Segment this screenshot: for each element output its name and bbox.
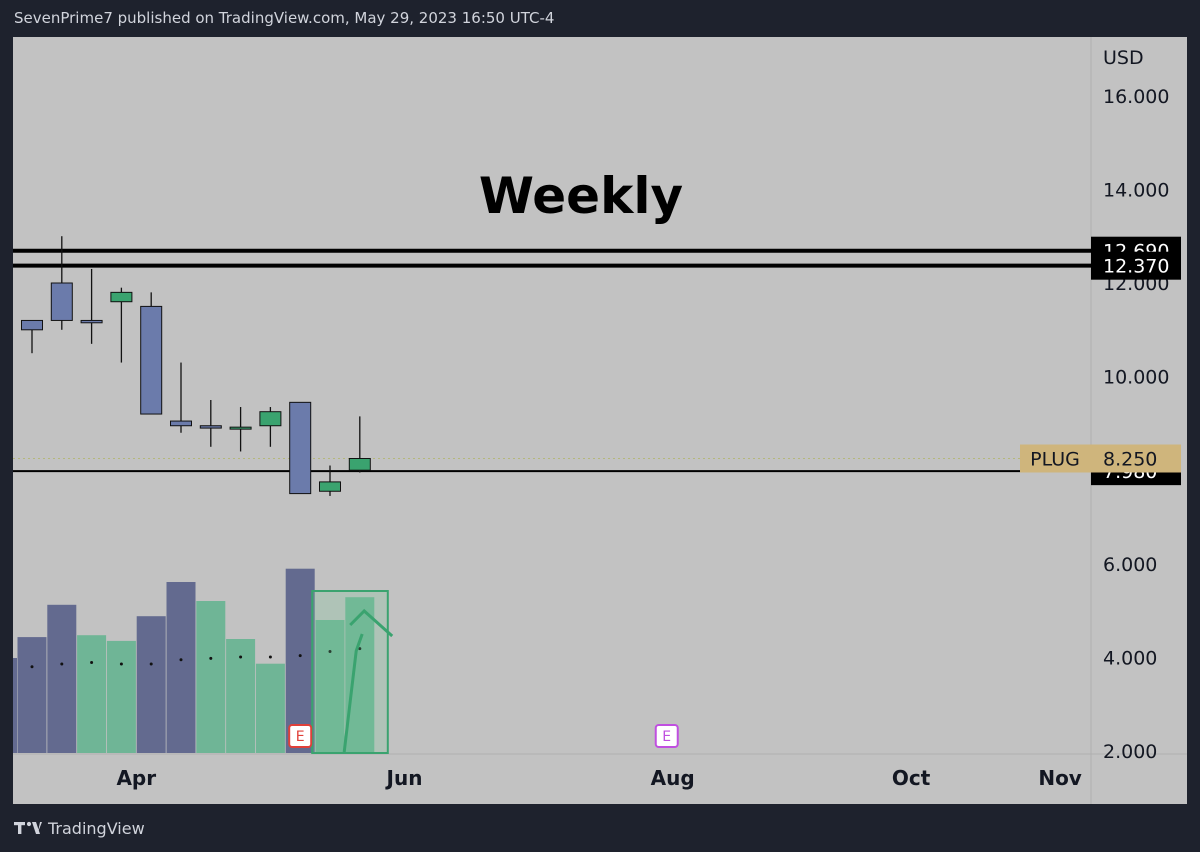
chart-svg[interactable]: E EWeeklyUSD2.0004.0006.00010.00012.00014… <box>13 37 1187 804</box>
y-tick-label: 4.000 <box>1103 647 1157 669</box>
y-tick-label: 6.000 <box>1103 554 1157 576</box>
candle-body <box>229 426 252 430</box>
volume-bar <box>166 582 196 753</box>
tradingview-logo-icon <box>14 821 42 834</box>
candle-body <box>140 305 163 415</box>
footer-brand[interactable]: TradingView <box>14 816 145 840</box>
volume-bar <box>136 616 166 753</box>
volume-ma-dot <box>268 655 272 659</box>
last-price-label: 8.250 <box>1103 449 1157 471</box>
volume-bar <box>13 658 17 753</box>
candle-body <box>50 282 73 321</box>
y-tick-label: 10.000 <box>1103 367 1169 389</box>
candle-body <box>259 411 282 427</box>
volume-ma-dot <box>179 658 183 662</box>
publisher-line: SevenPrime7 published on TradingView.com… <box>14 9 555 27</box>
earnings-marker-label: E <box>662 729 671 745</box>
volume-ma-dot <box>90 661 94 665</box>
y-tick-label: 16.000 <box>1103 86 1169 108</box>
volume-ma-dot <box>358 647 362 651</box>
footer-brand-label: TradingView <box>48 818 145 838</box>
volume-bar <box>255 663 285 753</box>
trend-arrow <box>342 633 364 753</box>
symbol-badge <box>1020 444 1091 473</box>
volume-ma-dot <box>60 662 64 666</box>
volume-bar <box>17 637 47 753</box>
volume-ma-dot <box>30 665 34 669</box>
candle-body <box>289 401 312 495</box>
y-tick-label: 2.000 <box>1103 741 1157 763</box>
currency-label: USD <box>1103 47 1144 69</box>
volume-bar <box>285 568 315 753</box>
chart-title: Weekly <box>479 167 683 225</box>
volume-ma-dot <box>328 649 332 653</box>
y-tick-label: 14.000 <box>1103 179 1169 201</box>
x-tick-label: Aug <box>651 766 695 790</box>
volume-ma-dot <box>239 655 243 659</box>
earnings-marker-label: E <box>296 729 305 745</box>
candle-body <box>21 319 43 331</box>
volume-ma-dot <box>298 654 302 658</box>
x-tick-label: Nov <box>1038 766 1082 790</box>
last-price-badge <box>1091 444 1181 473</box>
volume-bar <box>47 604 77 753</box>
candle-body <box>348 458 371 471</box>
highlight-box <box>311 590 389 754</box>
candle-body <box>110 291 133 303</box>
candle-body <box>170 420 192 427</box>
trend-arrow-head <box>349 608 394 638</box>
candle-body <box>199 425 222 429</box>
symbol-label: PLUG <box>1030 449 1080 471</box>
volume-bar <box>315 620 345 753</box>
level-badge <box>1091 251 1181 280</box>
chart-pane[interactable]: E E Weekly USD 2.000 4.000 6.000 10.000 12.000 14… <box>13 37 1187 804</box>
volume-ma-dot <box>149 662 153 666</box>
candle-body <box>319 481 341 492</box>
level-badge-label: 12.370 <box>1103 256 1169 278</box>
candle-body <box>80 319 103 324</box>
volume-ma-dot <box>209 656 213 660</box>
volume-bar <box>196 601 226 753</box>
x-tick-label: Apr <box>116 766 156 790</box>
volume-bar <box>77 635 107 753</box>
earnings-marker-icon <box>654 724 679 748</box>
x-tick-label: Oct <box>892 766 931 790</box>
x-tick-label: Jun <box>385 766 423 790</box>
volume-ma-dot <box>119 662 123 666</box>
earnings-marker-icon <box>288 724 313 748</box>
volume-bar <box>106 640 136 753</box>
